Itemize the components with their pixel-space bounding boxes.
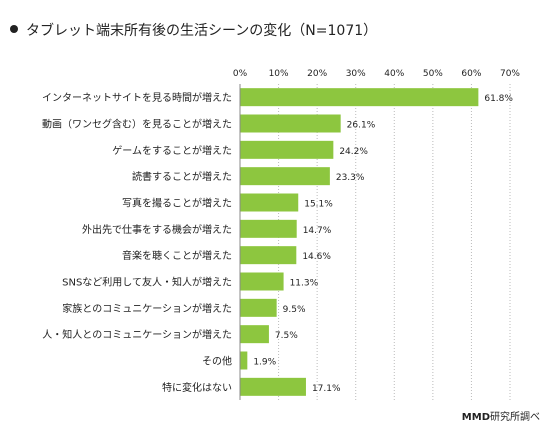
category-label: 特に変化はない: [162, 381, 232, 394]
bar: [240, 325, 269, 344]
value-label: 11.3%: [290, 279, 319, 289]
value-label: 14.7%: [303, 226, 332, 236]
category-label: 音楽を聴くことが増えた: [122, 249, 232, 262]
category-label: その他: [202, 355, 232, 368]
value-label: 14.6%: [302, 252, 331, 262]
bar: [240, 298, 277, 317]
category-label: ゲームをすることが増えた: [112, 144, 232, 157]
bar: [240, 167, 330, 186]
category-label: 家族とのコミュニケーションが増えた: [62, 302, 232, 315]
value-label: 24.2%: [339, 147, 368, 157]
category-label: 人・知人とのコミュニケーションが増えた: [42, 328, 232, 341]
bar: [240, 246, 297, 265]
category-label: 動画（ワンセグ含む）を見ることが増えた: [42, 118, 232, 131]
bar: [240, 351, 248, 370]
value-label: 23.3%: [336, 173, 365, 183]
bar: [240, 193, 299, 212]
tick-label: 20%: [307, 69, 327, 79]
chart-title-text: タブレット端末所有後の生活シーンの変化（N=1071）: [26, 23, 378, 39]
value-label: 15.1%: [304, 200, 333, 210]
bar: [240, 377, 306, 396]
tick-label: 30%: [346, 69, 366, 79]
bar: [240, 219, 297, 238]
value-label: 26.1%: [347, 121, 376, 131]
source-suffix: 研究所調べ: [490, 412, 540, 423]
category-label: 写真を撮ることが増えた: [122, 197, 232, 210]
tick-label: 0%: [233, 69, 248, 79]
source-brand: MMD: [461, 412, 490, 423]
bar: [240, 88, 479, 107]
value-label: 7.5%: [275, 331, 298, 341]
value-label: 17.1%: [312, 384, 341, 394]
bar: [240, 114, 341, 133]
category-label: インターネットサイトを見る時間が増えた: [42, 91, 232, 104]
value-label: 9.5%: [283, 305, 306, 315]
bar: [240, 140, 334, 159]
category-label: SNSなど利用して友人・知人が増えた: [62, 276, 232, 289]
source-credit: MMD研究所調べ: [462, 408, 540, 423]
bar: [240, 272, 284, 291]
category-label: 読書することが増えた: [132, 170, 232, 183]
tick-label: 70%: [500, 69, 520, 79]
tick-label: 40%: [384, 69, 404, 79]
value-label: 61.8%: [484, 94, 513, 104]
category-label: 外出先で仕事をする機会が増えた: [82, 223, 232, 236]
bullet-icon: [10, 25, 18, 33]
value-label: 1.9%: [253, 358, 276, 368]
chart-title: タブレット端末所有後の生活シーンの変化（N=1071）: [10, 20, 377, 40]
tick-label: 10%: [269, 69, 289, 79]
tick-label: 50%: [423, 69, 443, 79]
tick-label: 60%: [461, 69, 481, 79]
